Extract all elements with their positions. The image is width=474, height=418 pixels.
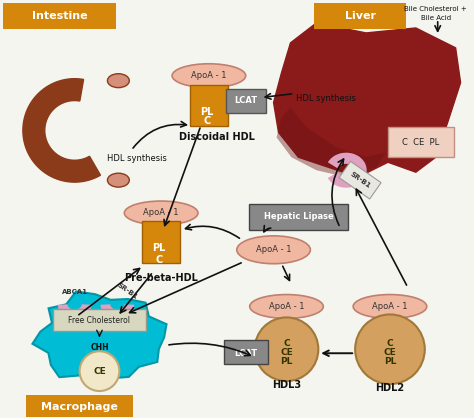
- FancyBboxPatch shape: [224, 340, 268, 364]
- Text: HDL synthesis: HDL synthesis: [296, 94, 356, 103]
- Text: CE: CE: [93, 367, 106, 376]
- Text: C: C: [283, 339, 290, 348]
- Text: ApoA - 1: ApoA - 1: [372, 302, 408, 311]
- Text: Macrophage: Macrophage: [41, 402, 118, 412]
- Text: SR-B1: SR-B1: [116, 281, 138, 300]
- FancyBboxPatch shape: [249, 204, 348, 230]
- Ellipse shape: [250, 295, 323, 319]
- Text: C: C: [203, 117, 210, 127]
- Polygon shape: [273, 23, 461, 177]
- Text: Bile Acid: Bile Acid: [420, 15, 451, 21]
- Text: PL: PL: [153, 243, 166, 253]
- FancyBboxPatch shape: [314, 3, 406, 29]
- Text: Intestine: Intestine: [32, 11, 88, 21]
- Text: ApoA - 1: ApoA - 1: [256, 245, 292, 254]
- Text: CE: CE: [383, 348, 396, 357]
- Text: LCAT: LCAT: [234, 96, 257, 105]
- FancyBboxPatch shape: [3, 3, 117, 29]
- Text: C  CE  PL: C CE PL: [402, 138, 439, 147]
- Text: Discoidal HDL: Discoidal HDL: [179, 133, 255, 143]
- Ellipse shape: [237, 236, 310, 264]
- Text: Hepatic Lipase: Hepatic Lipase: [264, 212, 333, 222]
- Ellipse shape: [124, 201, 198, 225]
- Text: ABCA1: ABCA1: [62, 288, 88, 295]
- Text: CE: CE: [280, 348, 293, 357]
- Circle shape: [255, 317, 319, 381]
- Polygon shape: [276, 107, 386, 177]
- Text: Bile Cholesterol +: Bile Cholesterol +: [404, 6, 467, 12]
- Text: ApoA - 1: ApoA - 1: [269, 302, 304, 311]
- FancyBboxPatch shape: [26, 395, 133, 418]
- Circle shape: [80, 351, 119, 391]
- FancyBboxPatch shape: [190, 85, 228, 126]
- FancyBboxPatch shape: [226, 89, 265, 112]
- Circle shape: [355, 314, 425, 384]
- Ellipse shape: [353, 295, 427, 319]
- Text: SR-B1: SR-B1: [349, 171, 372, 189]
- Text: PL: PL: [280, 357, 292, 366]
- Text: Liver: Liver: [345, 11, 375, 21]
- Text: ApoA - 1: ApoA - 1: [144, 209, 179, 217]
- Text: HDL synthesis: HDL synthesis: [108, 154, 167, 163]
- Ellipse shape: [172, 64, 246, 88]
- Text: Pre-beta-HDL: Pre-beta-HDL: [124, 273, 198, 283]
- Text: C: C: [387, 339, 393, 348]
- Polygon shape: [32, 291, 166, 383]
- Text: C: C: [155, 255, 163, 265]
- FancyBboxPatch shape: [53, 309, 146, 331]
- FancyBboxPatch shape: [142, 221, 180, 263]
- Text: HDL2: HDL2: [375, 383, 404, 393]
- Ellipse shape: [108, 74, 129, 88]
- Text: LCAT: LCAT: [234, 349, 257, 358]
- Text: PL: PL: [384, 357, 396, 366]
- Polygon shape: [23, 79, 100, 182]
- FancyBboxPatch shape: [388, 127, 454, 157]
- Text: CHH: CHH: [90, 343, 109, 352]
- Text: Free Cholesterol: Free Cholesterol: [68, 316, 130, 325]
- Ellipse shape: [108, 173, 129, 187]
- Text: HDL3: HDL3: [272, 380, 301, 390]
- Text: PL: PL: [200, 107, 214, 117]
- Text: ApoA - 1: ApoA - 1: [191, 71, 227, 80]
